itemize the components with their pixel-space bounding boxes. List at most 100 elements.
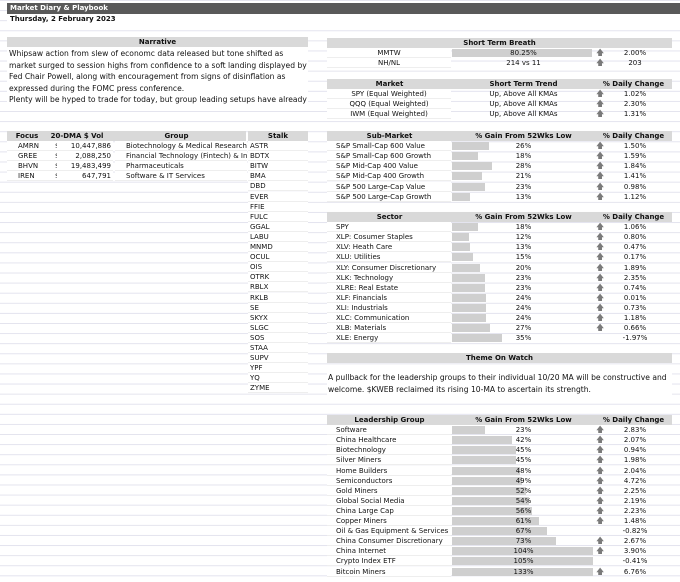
leadership-row-label: Software — [327, 425, 451, 436]
sheet-title: Market Diary & Playbook — [7, 3, 680, 14]
sector-row-change: 0.73% — [623, 303, 647, 312]
focus-ticker: GREE — [7, 151, 47, 162]
up-arrow-icon: 🡅 — [596, 171, 605, 181]
vol-header: 20-DMA $ Vol — [47, 131, 107, 141]
submarket-row-change: 1.84% — [623, 162, 647, 171]
leadership-row-label: Semiconductors — [327, 475, 451, 486]
sector-row-label: XLI: Industrials — [327, 302, 451, 313]
market-row-change: 1.02% — [623, 90, 647, 99]
gain-bar — [452, 436, 512, 445]
gain-bar — [452, 142, 489, 151]
up-arrow-icon: 🡅 — [596, 536, 605, 546]
market-row-value: Up, Above All KMAs — [489, 110, 558, 119]
sector-row-change: 0.80% — [623, 233, 647, 242]
leadership-row-label: Bitcoin Miners — [327, 566, 451, 577]
stalk-ticker: MNMD — [248, 242, 308, 252]
submarket-row-value: 21% — [515, 172, 532, 181]
gain-bar — [452, 476, 522, 485]
stalk-ticker: FULC — [248, 211, 308, 222]
sector-row-change: 0.47% — [623, 243, 647, 252]
gain-bar — [452, 456, 516, 465]
gain-bar — [452, 233, 470, 242]
breadth-row-change: 203 — [628, 59, 642, 68]
stalk-ticker: OTRK — [248, 272, 308, 283]
gain-bar — [452, 324, 491, 333]
sector-row-value: 23% — [515, 273, 532, 282]
gain-bar — [452, 527, 548, 536]
breadth-row-label: NH/NL — [327, 58, 451, 69]
leadership-row-value: 61% — [515, 517, 532, 525]
stalk-ticker: LABU — [248, 231, 308, 242]
sector-row-label: XLV: Heath Care — [327, 242, 451, 253]
leadership-row-change: 2.07% — [623, 436, 647, 445]
sector-row-label: XLB: Materials — [327, 323, 451, 334]
focus-group: Pharmaceuticals — [115, 161, 247, 172]
leadership-row-label: China Internet — [327, 546, 451, 557]
breadth-row-value: 214 vs 11 — [506, 59, 541, 68]
leadership-row-label: Gold Miners — [327, 485, 451, 496]
gain-bar — [452, 192, 471, 201]
leadership-row-value: 45% — [515, 446, 532, 455]
up-arrow-icon: 🡅 — [596, 516, 605, 525]
sector-row-value: 24% — [515, 303, 532, 312]
sector-row-value: 24% — [515, 314, 532, 322]
leadership-row-value: 48% — [515, 466, 532, 475]
stalk-ticker: SE — [248, 302, 308, 313]
group-header: Group — [107, 131, 246, 141]
market-col-change: % Daily Change — [595, 79, 672, 89]
gain-bar — [452, 506, 532, 515]
up-arrow-icon: 🡅 — [596, 445, 605, 455]
stalk-ticker: BDTX — [248, 151, 308, 162]
stalk-ticker: EVER — [248, 191, 308, 202]
gain-bar — [452, 537, 556, 546]
leadership-row-change: 0.94% — [623, 446, 647, 455]
leadership-row-label: Global Social Media — [327, 495, 451, 506]
currency-symbol: $ — [47, 171, 57, 182]
submarket-col-label: Sub-Market — [327, 131, 452, 141]
leadership-row-label: Biotechnology — [327, 445, 451, 456]
gain-bar — [452, 223, 478, 232]
up-arrow-icon: 🡅 — [596, 232, 605, 242]
submarket-row-label: S&P Mid-Cap 400 Value — [327, 161, 451, 172]
sector-row-value: 24% — [515, 293, 532, 302]
gain-bar — [452, 263, 481, 272]
gain-bar — [452, 547, 593, 556]
stalk-ticker: RKLB — [248, 292, 308, 303]
stalk-ticker: SLGC — [248, 322, 308, 333]
up-arrow-icon: 🡅 — [596, 151, 605, 161]
up-arrow-icon: 🡅 — [596, 282, 605, 292]
stalk-ticker: STAA — [248, 343, 308, 353]
stalk-ticker: DBD — [248, 181, 308, 192]
sector-row-label: XLK: Technology — [327, 272, 451, 283]
sector-col-label: Sector — [327, 212, 452, 222]
sector-row-change: 0.01% — [623, 293, 647, 302]
up-arrow-icon: 🡅 — [596, 485, 605, 495]
market-row-label: IWM (Equal Weighted) — [327, 109, 451, 120]
sector-row-value: 35% — [515, 334, 532, 343]
gain-bar — [452, 162, 492, 171]
sector-row-label: SPY — [327, 222, 451, 233]
leadership-row-change: 1.98% — [623, 456, 647, 465]
gain-bar — [452, 49, 593, 58]
gain-bar — [452, 557, 593, 566]
up-arrow-icon: 🡅 — [596, 272, 605, 282]
gain-bar — [452, 314, 487, 322]
theme-text: A pullback for the leadership groups to … — [327, 372, 672, 396]
gain-bar — [452, 182, 485, 191]
submarket-row-value: 26% — [515, 142, 532, 151]
focus-header: Focus — [7, 131, 47, 141]
sector-row-label: XLF: Financials — [327, 292, 451, 303]
leadership-row-value: 23% — [515, 426, 532, 435]
leadership-row-value: 49% — [515, 476, 532, 485]
up-arrow-icon: 🡅 — [596, 141, 605, 151]
stalk-ticker: GGAL — [248, 221, 308, 232]
gain-bar — [452, 486, 526, 495]
stalk-ticker: OCUL — [248, 252, 308, 263]
leadership-row-label: China Large Cap — [327, 505, 451, 516]
focus-ticker: BHVN — [7, 161, 47, 172]
stalk-ticker: ASTR — [248, 141, 308, 151]
leadership-row-value: 133% — [513, 567, 534, 576]
narrative-header: Narrative — [7, 37, 308, 47]
up-arrow-icon: 🡅 — [596, 242, 605, 252]
gain-bar — [452, 303, 487, 312]
